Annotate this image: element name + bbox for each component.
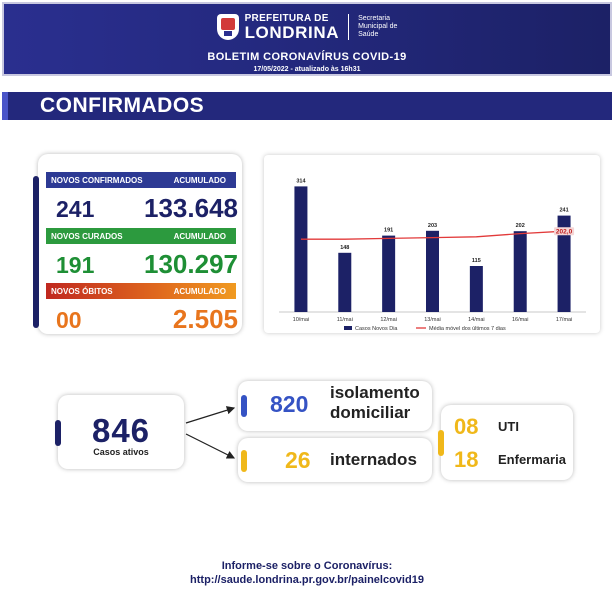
bar-13/mai [426, 230, 439, 312]
curados-label: NOVOS CURADOS [51, 232, 123, 241]
confirmados-label: NOVOS CONFIRMADOS [51, 176, 143, 185]
logo-prefeitura-text: PREFEITURA DE [244, 12, 329, 24]
casos-ativos-value: 846 [91, 412, 151, 449]
city-crest-icon [216, 14, 239, 40]
x-tick-13/mai: 13/mai [424, 317, 441, 323]
logo-secretaria-line-1: Secretaria [358, 14, 390, 22]
logo-secretaria-line-3: Saúde [358, 31, 379, 39]
curados-acc-label: ACUMULADO [173, 232, 226, 241]
internados-accent [241, 450, 247, 472]
x-tick-17/mai: 17/mai [556, 317, 573, 323]
bar-11/mai [338, 252, 352, 312]
moving-average-end-box [554, 227, 575, 236]
casos-ativos-card [58, 395, 184, 469]
bar-12/mai [382, 235, 396, 312]
internados-label: internados [330, 450, 417, 469]
bar-label-12/mai: 191 [384, 228, 393, 234]
isolamento-label-line-2: domiciliar [330, 403, 411, 423]
confirmados-acc-label: ACUMULADO [173, 176, 226, 185]
bar-label-10/mai: 314 [296, 178, 306, 184]
footer-info: Informe-se sobre o Coronavírus: [221, 560, 393, 572]
bar-16/mai [513, 231, 527, 312]
prefeitura-logo: PREFEITURA DE LONDRINA Secretaria Munici… [4, 12, 610, 42]
x-tick-11/mai: 11/mai [337, 317, 353, 323]
isolamento-accent [241, 395, 247, 417]
bar-label-13/mai: 203 [428, 223, 437, 229]
bar-17/mai [557, 215, 571, 312]
enfermaria-label: Enfermaria [498, 452, 566, 467]
curados-acc-value: 130.297 [144, 249, 238, 279]
arrow-to-internados [185, 433, 236, 459]
moving-average-line [300, 230, 565, 240]
confirmados-day-value: 241 [56, 196, 95, 222]
internados-value: 26 [285, 447, 311, 473]
curados-day-value: 191 [56, 252, 95, 278]
isolamento-card [238, 381, 432, 431]
stats-accent-bar [33, 176, 39, 328]
obitos-label: NOVOS ÓBITOS [51, 287, 113, 296]
bar-label-11/mai: 148 [340, 245, 349, 251]
x-tick-12/mai: 12/mai [380, 317, 397, 323]
obitos-day-value: 00 [56, 307, 82, 333]
logo-city-text: LONDRINA [244, 22, 340, 42]
confirmados-band: NOVOS CONFIRMADOS ACUMULADO [46, 172, 236, 188]
leitos-card [441, 405, 573, 480]
section-title: CONFIRMADOS [40, 94, 205, 117]
logo-divider [348, 14, 350, 40]
uti-label: UTI [498, 419, 519, 434]
x-tick-14/mai: 14/mai [468, 317, 485, 323]
logo-secretaria-line-2: Municipal de [358, 22, 398, 30]
x-tick-10/mai: 10/mai [293, 317, 310, 323]
bar-label-14/mai: 115 [472, 258, 481, 264]
header-banner: PREFEITURA DE LONDRINA Secretaria Munici… [2, 2, 612, 76]
obitos-band: NOVOS ÓBITOS ACUMULADO [46, 283, 236, 299]
uti-value: 08 [454, 414, 479, 439]
casos-ativos-label: Casos ativos [93, 447, 149, 457]
confirmados-acc-value: 133.648 [144, 193, 238, 223]
enfermaria-value: 18 [454, 447, 479, 472]
bulletin-title: BOLETIM CORONAVÍRUS COVID-19 [207, 51, 407, 63]
curados-band: NOVOS CURADOS ACUMULADO [46, 228, 236, 244]
bulletin-date: 17/05/2022 - atualizado às 16h31 [253, 66, 361, 73]
obitos-acc-label: ACUMULADO [173, 287, 226, 296]
arrow-to-isolamento [185, 406, 236, 424]
bar-14/mai [469, 266, 483, 312]
leitos-accent [438, 430, 444, 456]
bar-label-16/mai: 202 [516, 223, 525, 229]
casos-ativos-accent [55, 420, 61, 446]
bar-label-17/mai: 241 [559, 208, 568, 214]
legend-line-label: Média móvel dos últimos 7 dias [429, 326, 506, 332]
legend-bar-swatch [344, 326, 352, 330]
moving-average-end-label: 202,0 [556, 229, 573, 236]
isolamento-value: 820 [270, 391, 309, 417]
cases-chart: 314 10/mai 148 11/mai 191 12/mai 203 13/mai 115 1… [279, 178, 586, 332]
footer-link[interactable]: http://saude.londrina.pr.gov.br/painelco… [190, 574, 424, 586]
internados-card [238, 438, 432, 482]
x-tick-16/mai: 16/mai [512, 317, 529, 323]
legend-bar-label: Casos Novos Dia [355, 326, 398, 332]
bar-10/mai [294, 186, 308, 312]
section-band: CONFIRMADOS [2, 92, 612, 120]
isolamento-label-line-1: isolamento [330, 383, 420, 402]
obitos-acc-value: 2.505 [172, 304, 238, 334]
